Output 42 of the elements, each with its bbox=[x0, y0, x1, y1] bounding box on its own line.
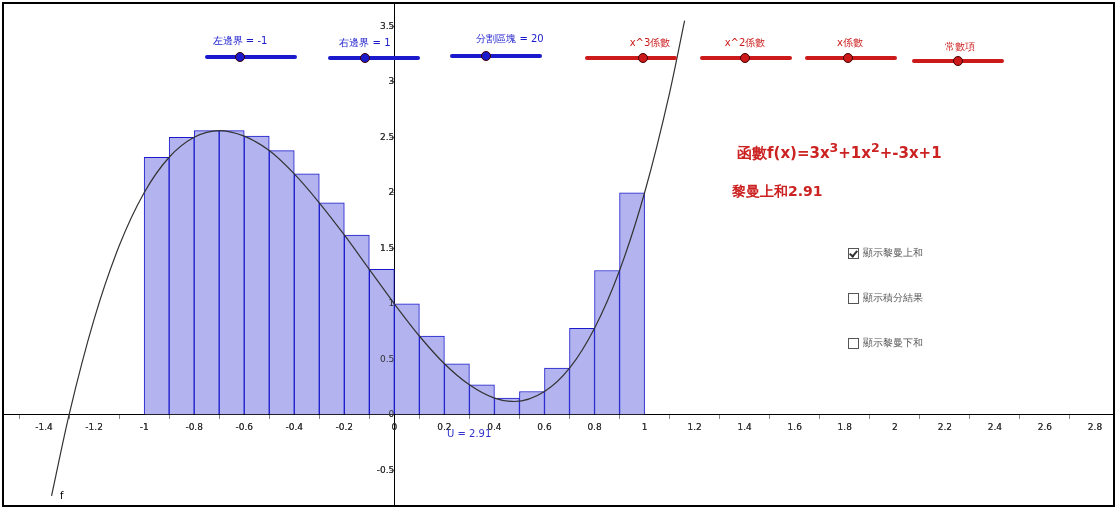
x-tick-label: -0.6 bbox=[235, 421, 254, 432]
y-tick-label: 2 bbox=[388, 187, 395, 198]
x-tick-label: 0.8 bbox=[587, 421, 602, 432]
x-tick-label: 2.4 bbox=[987, 421, 1003, 432]
x-tick-label: -1.4 bbox=[35, 421, 54, 432]
y-tick-label: 3 bbox=[388, 76, 395, 87]
x-tick-label: 1 bbox=[641, 421, 648, 432]
x-tick-label: -1 bbox=[139, 421, 149, 432]
x-tick-label: 2.2 bbox=[937, 421, 953, 432]
annotation: 分割區塊 = 20 bbox=[476, 32, 544, 46]
y-tick-label: -0.5 bbox=[376, 464, 395, 475]
x-tick-label: -1.2 bbox=[85, 421, 103, 432]
annotation: 黎曼上和2.91 bbox=[732, 183, 823, 201]
annotation: 顯示黎曼下和 bbox=[863, 336, 923, 350]
y-tick-label: 1.5 bbox=[380, 242, 395, 253]
annotation: x^3係數 bbox=[629, 36, 671, 50]
annotation: 顯示積分結果 bbox=[863, 291, 923, 305]
x-tick-label: 2 bbox=[891, 421, 898, 432]
y-tick-label: 0 bbox=[388, 409, 395, 420]
x-tick-label: -0.8 bbox=[185, 421, 204, 432]
y-tick-label: 3.5 bbox=[380, 20, 395, 31]
annotation: 函數f(x)=3x$^{3}$+1x$^{2}$+-3x+1 bbox=[737, 140, 942, 163]
x-tick-label: 1.8 bbox=[837, 421, 853, 432]
x-tick-label: -0.2 bbox=[335, 421, 354, 432]
annotation: x係數 bbox=[837, 36, 863, 50]
x-tick-label: 1.2 bbox=[687, 421, 702, 432]
annotation: 顯示黎曼上和 bbox=[863, 246, 923, 260]
y-tick-label: 0.5 bbox=[380, 353, 395, 364]
annotation: 左邊界 = -1 bbox=[212, 34, 268, 48]
annotation: x^2係數 bbox=[724, 36, 766, 50]
x-tick-label: 2.6 bbox=[1037, 421, 1053, 432]
x-tick-label: 1.6 bbox=[787, 421, 803, 432]
annotation: 常數項 bbox=[945, 40, 975, 54]
x-tick-label: 1.4 bbox=[737, 421, 753, 432]
x-tick-label: -0.4 bbox=[285, 421, 304, 432]
annotation: 右邊界 = 1 bbox=[339, 36, 391, 50]
y-tick-label: 1 bbox=[388, 298, 395, 309]
series-label: f bbox=[60, 490, 64, 501]
x-tick-label: 0.6 bbox=[537, 421, 552, 432]
x-tick-label: 2.8 bbox=[1087, 421, 1103, 432]
x-tick-label: 0.2 bbox=[437, 421, 452, 432]
y-tick-label: 2.5 bbox=[380, 131, 395, 142]
